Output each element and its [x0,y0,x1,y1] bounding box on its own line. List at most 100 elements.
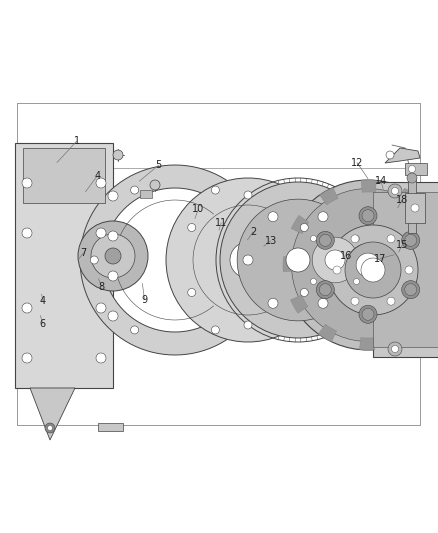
Text: 17: 17 [374,254,386,263]
Text: 14: 14 [375,176,387,186]
Circle shape [297,222,373,298]
Text: 16: 16 [340,251,352,261]
Polygon shape [80,165,248,355]
Circle shape [108,311,118,321]
Bar [15,143,113,388]
Circle shape [220,182,376,338]
Circle shape [108,231,118,241]
Circle shape [286,248,310,272]
Text: 11: 11 [215,218,227,228]
Text: 2: 2 [250,227,256,237]
Circle shape [316,281,334,298]
Wedge shape [290,295,308,313]
Circle shape [268,298,278,308]
Circle shape [96,303,106,313]
Wedge shape [360,337,375,350]
Circle shape [230,242,266,278]
Bar [23,148,105,203]
Circle shape [300,288,308,296]
Circle shape [359,207,377,225]
Circle shape [105,248,121,264]
Circle shape [311,236,317,241]
Circle shape [243,255,253,265]
Circle shape [387,297,395,305]
Bar [373,182,438,357]
Circle shape [108,191,118,201]
Circle shape [22,178,32,188]
Circle shape [402,231,420,249]
Circle shape [268,212,278,222]
Wedge shape [399,188,418,206]
Circle shape [319,235,331,246]
Wedge shape [361,180,377,192]
Circle shape [131,326,138,334]
Circle shape [300,223,308,231]
Circle shape [359,305,377,324]
Circle shape [353,236,360,241]
Circle shape [22,228,32,238]
Circle shape [405,266,413,274]
Text: 9: 9 [141,295,148,304]
Circle shape [392,345,399,352]
Circle shape [356,253,380,277]
Bar [98,423,123,431]
Circle shape [150,180,160,190]
Wedge shape [428,217,438,235]
Wedge shape [291,215,309,233]
Circle shape [47,425,53,431]
Circle shape [402,281,420,298]
Text: 13: 13 [265,236,277,246]
Circle shape [96,178,106,188]
Circle shape [409,166,416,173]
Circle shape [388,342,402,356]
Bar [405,193,425,223]
Circle shape [325,250,345,270]
Circle shape [318,212,328,222]
Circle shape [113,150,123,160]
Circle shape [362,308,374,320]
Circle shape [343,255,353,265]
Circle shape [328,225,418,315]
Wedge shape [283,256,295,272]
Circle shape [319,284,331,296]
Circle shape [351,297,359,305]
Wedge shape [320,188,338,205]
Circle shape [96,228,106,238]
Bar [140,190,152,198]
Text: 6: 6 [40,319,46,328]
Polygon shape [385,148,420,163]
Circle shape [108,271,118,281]
Bar [408,178,416,233]
Text: 4: 4 [94,171,100,181]
Text: 5: 5 [155,160,162,170]
Circle shape [388,184,402,198]
Circle shape [244,321,252,329]
Bar [405,163,427,175]
Circle shape [283,180,438,350]
Text: 10: 10 [192,204,205,214]
Circle shape [312,237,358,283]
Circle shape [316,231,334,249]
Circle shape [188,223,196,231]
Circle shape [22,303,32,313]
Circle shape [166,178,330,342]
Circle shape [318,298,328,308]
Circle shape [22,353,32,363]
Circle shape [292,189,438,342]
Circle shape [78,221,148,291]
Circle shape [237,199,359,321]
Circle shape [90,256,98,264]
Circle shape [45,423,55,433]
Text: 8: 8 [99,282,105,292]
Circle shape [212,326,219,334]
Text: 15: 15 [396,240,408,250]
Text: 18: 18 [396,195,408,205]
Circle shape [407,173,417,183]
Circle shape [351,235,359,243]
Circle shape [311,279,317,285]
Circle shape [131,186,138,194]
Text: 4: 4 [40,296,46,306]
Circle shape [405,284,417,296]
Bar [373,192,438,347]
Wedge shape [398,325,416,343]
